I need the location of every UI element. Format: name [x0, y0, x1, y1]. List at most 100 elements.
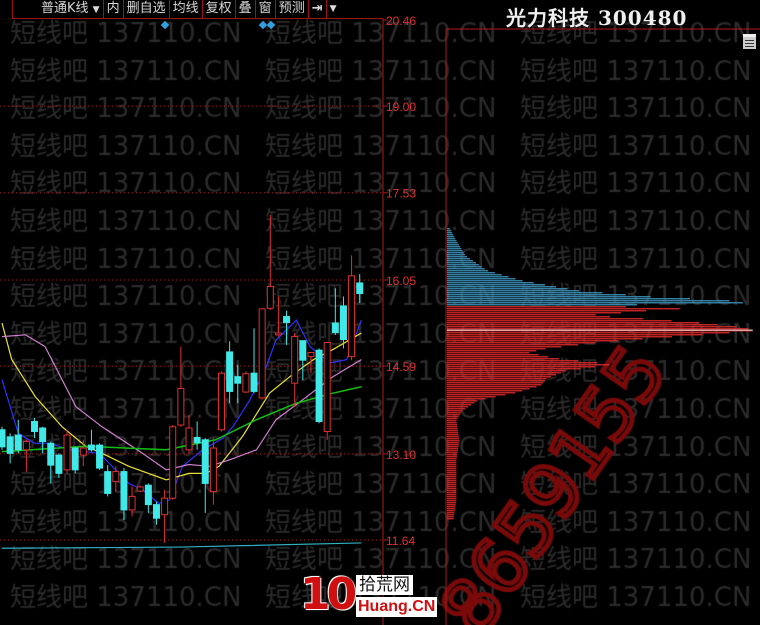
candle — [47, 441, 55, 484]
toolbar-button-remove-watchlist[interactable]: 删自选 — [124, 0, 170, 18]
candle — [234, 364, 242, 404]
candle-body — [152, 504, 160, 519]
chip-bar — [447, 284, 545, 286]
jump-to-end-icon[interactable]: ⇥ — [309, 0, 327, 18]
chip-bar — [447, 420, 457, 422]
chip-bar — [447, 336, 672, 338]
price-grid — [0, 105, 383, 541]
chip-bar — [447, 236, 455, 238]
candle-body — [218, 372, 226, 431]
candle-body — [242, 373, 250, 393]
candle — [242, 371, 250, 394]
chip-bar — [447, 396, 496, 398]
chip-bar — [447, 248, 462, 250]
candle — [250, 328, 258, 394]
chip-bar — [447, 514, 455, 516]
candle — [315, 348, 323, 424]
more-arrow-icon[interactable]: ▼ — [329, 4, 337, 14]
candle — [226, 341, 234, 404]
chip-bar — [447, 234, 454, 236]
kline-type-dropdown[interactable]: 普通K线 ▼ — [13, 0, 104, 18]
chip-bar — [447, 450, 458, 452]
candle-body — [299, 340, 307, 361]
candle-body — [22, 441, 30, 451]
candle-body — [55, 454, 63, 474]
candle-body — [177, 387, 185, 426]
chip-bar — [447, 256, 468, 258]
chip-bar — [447, 262, 476, 264]
toolbar-button-adjust[interactable]: 复权 — [203, 0, 236, 18]
chip-bar — [447, 272, 495, 274]
chip-bar — [447, 506, 456, 508]
chip-bar — [447, 382, 544, 384]
chip-bar — [447, 494, 457, 496]
chip-bar — [447, 360, 579, 362]
chip-bar — [447, 318, 643, 320]
chip-bar — [447, 266, 482, 268]
logo-cn: 拾荒网 — [356, 575, 413, 595]
site-logo: 10 拾荒网 Huang.CN — [300, 573, 450, 621]
tick-label: 17.53 — [386, 187, 416, 201]
chip-bar — [447, 330, 753, 332]
candle — [348, 255, 356, 361]
chip-bar — [447, 346, 562, 348]
chip-bar — [447, 452, 458, 454]
chip-bar — [447, 270, 489, 272]
chip-bar — [447, 492, 457, 494]
toolbar-button-forecast[interactable]: 预测 — [276, 0, 309, 18]
chip-bar — [447, 440, 460, 442]
settings-table-icon[interactable] — [743, 34, 756, 49]
event-marker-icon — [258, 20, 268, 30]
chip-bar — [447, 304, 638, 306]
candle-body — [201, 439, 209, 484]
logo-en: Huang.CN — [356, 597, 438, 617]
toolbar-button-inner[interactable]: 内 — [104, 0, 124, 18]
chip-bar — [447, 324, 718, 326]
toolbar-button-window[interactable]: 窗 — [256, 0, 276, 18]
chip-bar — [447, 518, 454, 520]
candle-body — [39, 427, 47, 443]
chip-bar — [447, 278, 516, 280]
chip-bar — [447, 496, 457, 498]
candle-body — [6, 436, 14, 454]
chip-bar — [447, 340, 619, 342]
candle-body — [63, 434, 71, 471]
chip-bar — [447, 428, 458, 430]
chip-bar — [447, 358, 560, 360]
toolbar-button-overlay[interactable]: 叠 — [236, 0, 256, 18]
chip-bar — [447, 504, 456, 506]
chip-bar — [447, 252, 464, 254]
chip-bar — [447, 490, 457, 492]
chip-bar — [447, 418, 458, 420]
candle-body — [234, 376, 242, 384]
chip-bar — [447, 488, 457, 490]
candle — [144, 483, 152, 513]
candle-body — [120, 471, 128, 511]
chip-bar — [447, 298, 690, 300]
candle-body — [31, 420, 39, 433]
chip-bar — [447, 344, 579, 346]
candle — [185, 415, 193, 454]
chip-bar — [447, 264, 479, 266]
chip-bar — [447, 356, 549, 358]
chip-bar — [447, 302, 743, 304]
chip-bar — [447, 376, 552, 378]
candle-body — [307, 352, 315, 358]
candle — [177, 346, 185, 427]
chip-bar — [447, 306, 626, 308]
chip-bar — [447, 244, 459, 246]
toolbar-button-ma[interactable]: 均线 — [170, 0, 203, 18]
chip-bar — [447, 258, 470, 260]
chip-bar — [447, 516, 454, 518]
chip-bar — [447, 312, 621, 314]
chip-bar — [447, 460, 457, 462]
stock-title: 光力科技 300480 — [506, 6, 688, 30]
candle-body — [185, 427, 193, 451]
chip-bar — [447, 354, 539, 356]
chip-bar — [447, 280, 523, 282]
chip-bar — [447, 254, 466, 256]
chip-bar — [447, 268, 485, 270]
chip-bar — [447, 482, 457, 484]
chip-bar — [447, 350, 537, 352]
